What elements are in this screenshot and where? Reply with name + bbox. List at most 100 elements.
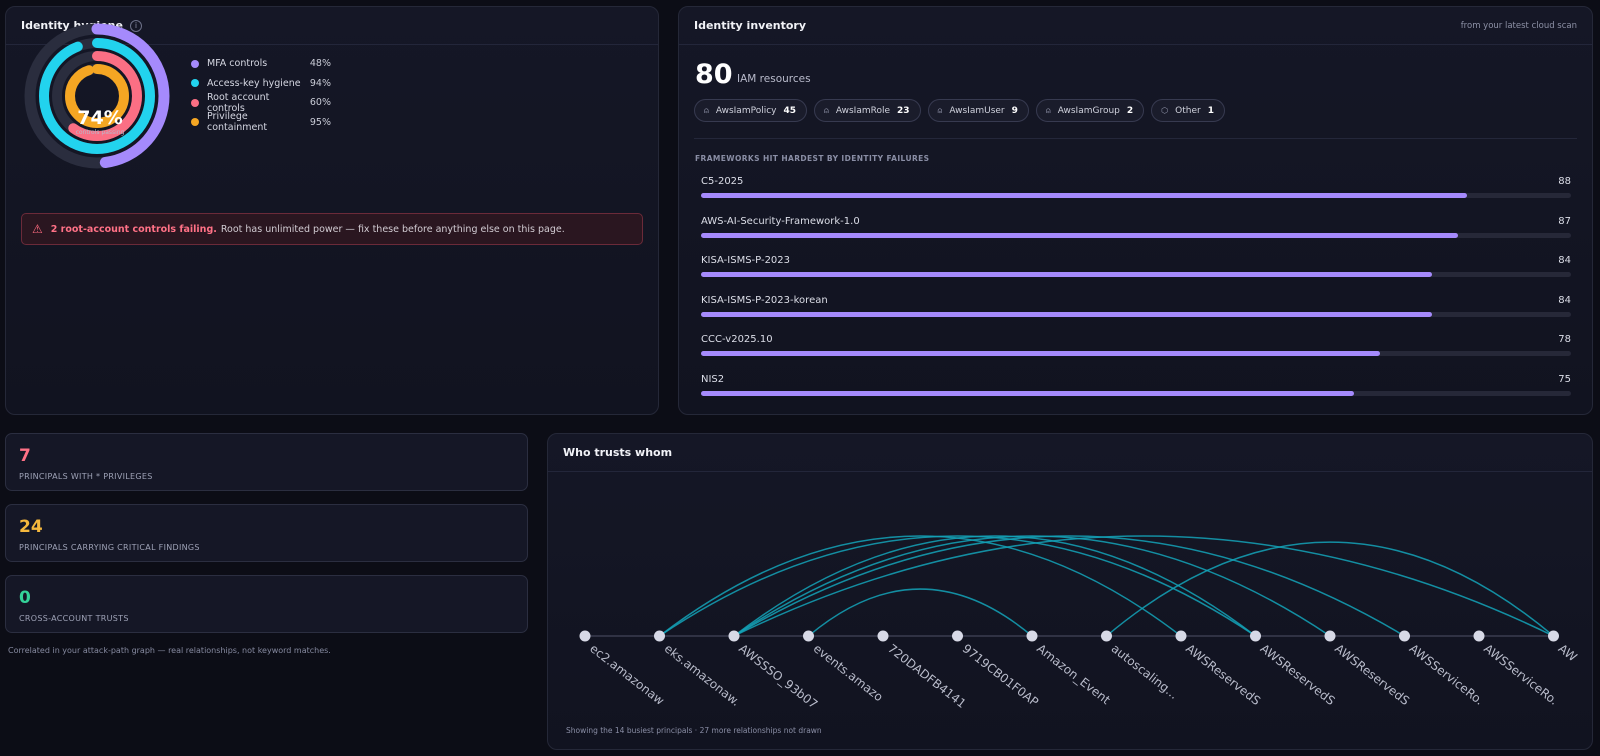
legend-label: MFA controls <box>207 58 268 70</box>
chip-aws-iam-group[interactable]: ⍝ AwsIamGroup 2 <box>1035 99 1145 122</box>
framework-bar-fill <box>701 193 1467 198</box>
principal-node[interactable] <box>579 630 591 642</box>
trust-edge[interactable] <box>659 535 1256 637</box>
info-icon[interactable]: i <box>129 19 142 32</box>
trust-edge[interactable] <box>733 535 1405 637</box>
framework-row[interactable]: CCC-v2025.10 78 <box>701 331 1571 371</box>
framework-bar-fill <box>701 311 1432 317</box>
principal-label: AWSReservedS <box>1258 641 1338 708</box>
principal-label: AWSServiceRo. <box>1407 641 1487 708</box>
principal-label: AW <box>1556 641 1580 664</box>
chip-label: AwsIamRole <box>835 105 890 116</box>
principal-label: eks.amazonaw. <box>662 641 743 709</box>
principal-label: AWSServiceRo. <box>1481 641 1561 708</box>
trust-arc-diagram: ec2.amazonaweks.amazonaw.AWSSSO_93b07eve… <box>579 535 1580 711</box>
legend-item: Root account controls 60% <box>191 91 331 114</box>
framework-bar-track <box>701 232 1571 238</box>
legend-item: Privilege containment 95% <box>191 111 331 133</box>
principal-node[interactable] <box>1026 630 1038 642</box>
legend-item: Access-key hygiene 94% <box>191 74 331 94</box>
principal-node[interactable] <box>1399 630 1410 642</box>
trust-edge[interactable] <box>659 535 1182 637</box>
donut-ring-arc[interactable] <box>52 51 142 141</box>
user-icon: ⍝ <box>704 105 709 115</box>
framework-name: CCC-v2025.10 <box>701 334 773 345</box>
identity-hygiene-panel: Identity hygiene i 74% controls passing … <box>5 6 659 415</box>
trust-edge[interactable] <box>733 535 1256 637</box>
principal-node[interactable] <box>877 630 889 642</box>
principal-node[interactable] <box>1473 630 1485 642</box>
principal-node[interactable] <box>1175 630 1187 642</box>
framework-bar-fill <box>701 351 1380 356</box>
framework-bar-track <box>701 311 1571 317</box>
divider <box>694 138 1577 139</box>
chip-aws-iam-user[interactable]: ⍝ AwsIamUser 9 <box>927 99 1029 122</box>
framework-value: 84 <box>1558 255 1571 266</box>
stat-card-wildcard-privileges[interactable]: 7 PRINCIPALS WITH * PRIVILEGES <box>5 433 528 491</box>
legend-value: 60% <box>309 97 331 109</box>
chip-label: AwsIamPolicy <box>715 105 777 116</box>
legend-label: Root account controls <box>207 91 270 114</box>
trust-edge[interactable] <box>1106 541 1554 637</box>
framework-value: 88 <box>1558 176 1571 187</box>
donut-ring-arc[interactable] <box>39 38 155 154</box>
principal-node[interactable] <box>1250 630 1261 642</box>
framework-value: 84 <box>1558 294 1571 306</box>
chip-count: 1 <box>1207 105 1214 116</box>
framework-bar-fill <box>701 390 1354 396</box>
principal-node[interactable] <box>728 630 740 642</box>
stat-value: 0 <box>19 588 31 608</box>
identity-inventory-panel: Identity inventory from your latest clou… <box>678 6 1593 415</box>
trust-edge[interactable] <box>733 535 1331 637</box>
framework-value: 87 <box>1558 215 1571 227</box>
resource-type-chips: ⍝ AwsIamPolicy 45 ⍝ AwsIamRole 23 ⍝ AwsI… <box>694 99 1225 122</box>
user-icon: ⍝ <box>1045 105 1051 115</box>
principal-label: autoscaling... <box>1109 641 1181 702</box>
principal-label: events.amazo <box>811 641 886 704</box>
chip-count: 9 <box>1011 105 1018 116</box>
trust-edge[interactable] <box>733 535 1554 637</box>
framework-name: KISA-ISMS-P-2023-korean <box>701 294 828 306</box>
chip-other[interactable]: ⬡ Other 1 <box>1151 99 1225 122</box>
overall-score-label: controls passing <box>75 129 125 136</box>
framework-row[interactable]: KISA-ISMS-P-2023-korean 84 <box>701 292 1571 332</box>
framework-name: KISA-ISMS-P-2023 <box>701 255 791 266</box>
framework-row[interactable]: KISA-ISMS-P-2023 84 <box>701 252 1571 292</box>
stat-card-critical-findings[interactable]: 24 PRINCIPALS CARRYING CRITICAL FINDINGS <box>5 504 528 562</box>
donut-ring-arc[interactable] <box>65 64 129 128</box>
chip-label: AwsIamGroup <box>1057 105 1120 116</box>
legend-dot <box>191 98 199 107</box>
principal-label: AWSSSO_93b07 <box>736 641 820 711</box>
chip-count: 45 <box>783 105 797 116</box>
iam-resource-label: IAM resources <box>737 73 811 85</box>
legend-value: 94% <box>309 77 331 89</box>
stat-value: 24 <box>19 517 43 537</box>
panel-title: Who trusts whom <box>563 446 673 459</box>
stat-value: 7 <box>19 446 31 466</box>
principal-node[interactable] <box>654 630 665 642</box>
principal-node[interactable] <box>952 630 963 642</box>
principal-node[interactable] <box>1101 630 1112 642</box>
principal-node[interactable] <box>1548 630 1559 642</box>
chip-count: 2 <box>1126 105 1134 116</box>
stat-card-cross-account-trusts[interactable]: 0 CROSS-ACCOUNT TRUSTS <box>5 575 528 633</box>
chip-aws-iam-role[interactable]: ⍝ AwsIamRole 23 <box>814 99 921 122</box>
panel-title: Identity inventory <box>694 19 807 32</box>
donut-ring-arc[interactable] <box>24 23 170 169</box>
framework-row[interactable]: C5-2025 88 <box>701 173 1571 213</box>
principal-node[interactable] <box>1324 630 1336 642</box>
framework-row[interactable]: AWS-AI-Security-Framework-1.0 87 <box>701 213 1571 253</box>
scan-note: from your latest cloud scan <box>1460 20 1577 31</box>
panel-header: Identity inventory from your latest clou… <box>679 7 1592 45</box>
panel-header: Who trusts whom <box>548 434 1592 472</box>
trust-edge[interactable] <box>808 588 1033 637</box>
root-account-alert[interactable]: ⚠ 2 root-account controls failing. Root … <box>21 213 643 245</box>
chip-aws-iam-policy[interactable]: ⍝ AwsIamPolicy 45 <box>694 99 808 122</box>
framework-row[interactable]: NIS2 75 <box>701 371 1571 411</box>
principal-node[interactable] <box>803 630 814 642</box>
framework-bar-track <box>701 351 1571 356</box>
warning-icon: ⚠ <box>32 222 43 236</box>
stat-label: PRINCIPALS CARRYING CRITICAL FINDINGS <box>19 543 200 552</box>
stat-label: PRINCIPALS WITH * PRIVILEGES <box>19 472 153 481</box>
principal-label: AWSReservedS <box>1183 641 1263 708</box>
